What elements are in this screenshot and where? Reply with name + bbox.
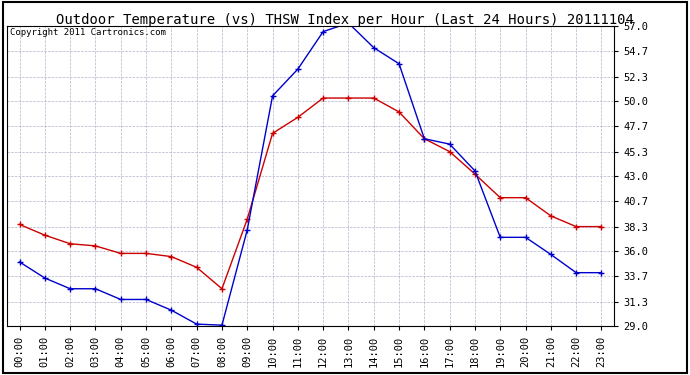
Text: Outdoor Temperature (vs) THSW Index per Hour (Last 24 Hours) 20111104: Outdoor Temperature (vs) THSW Index per … xyxy=(56,13,634,27)
Text: Copyright 2011 Cartronics.com: Copyright 2011 Cartronics.com xyxy=(10,28,166,37)
